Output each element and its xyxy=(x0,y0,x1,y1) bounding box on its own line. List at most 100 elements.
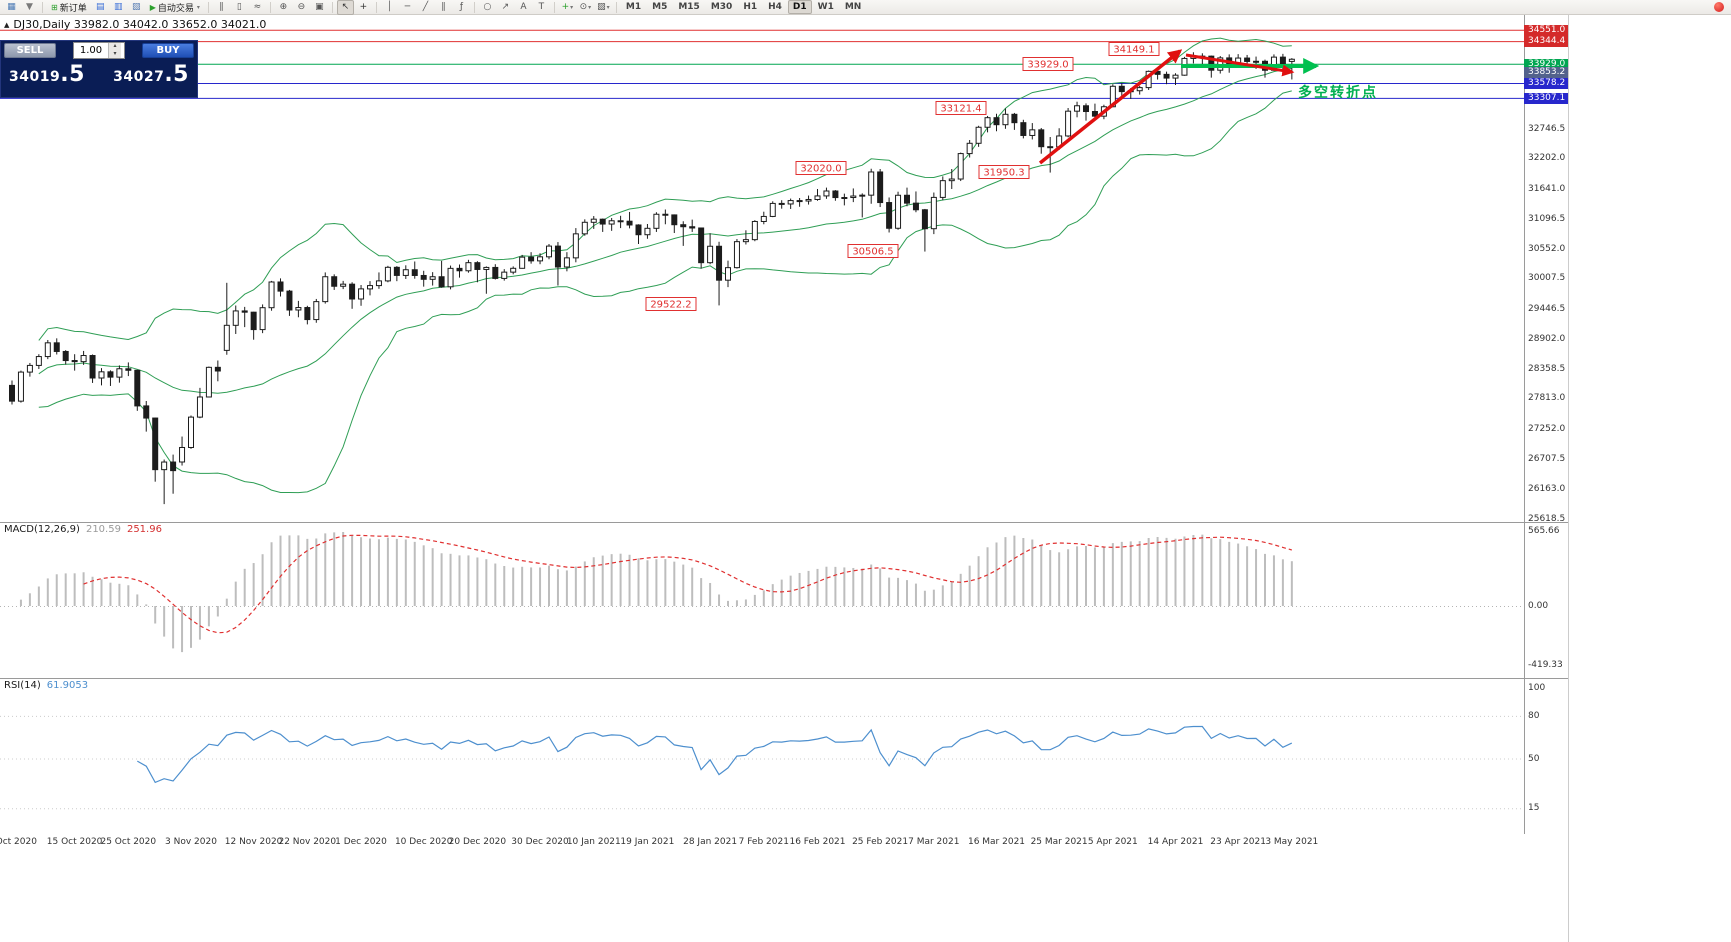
date-label: 28 Jan 2021 xyxy=(683,837,738,847)
date-label: 14 Apr 2021 xyxy=(1147,837,1204,847)
text-tool-icon[interactable]: A xyxy=(520,1,527,12)
macd-signal-value: 251.96 xyxy=(126,524,162,535)
new-order-button[interactable]: ⊞ 新订单 xyxy=(51,2,87,14)
toolbar-separator xyxy=(553,1,555,13)
date-label: 25 Oct 2020 xyxy=(100,837,157,847)
date-label: 16 Feb 2021 xyxy=(789,837,846,847)
zoom-in-icon[interactable]: ⊕ xyxy=(279,1,288,12)
date-label: 16 Mar 2021 xyxy=(967,837,1026,847)
arrow-tool-icon[interactable]: ↗ xyxy=(501,1,510,12)
candles-layer xyxy=(9,52,1295,505)
channel-tool-icon[interactable]: ∥ xyxy=(441,1,446,12)
axis-tick-label: 26163.0 xyxy=(1528,483,1566,494)
price-callout[interactable]: 30506.5 xyxy=(847,244,899,258)
data-window-icon[interactable]: ▥ xyxy=(113,1,123,12)
timeframe-d1[interactable]: D1 xyxy=(787,0,812,14)
rsi-value: 61.9053 xyxy=(46,680,89,691)
fibonacci-tool-icon[interactable]: ƒ xyxy=(459,1,463,12)
new-chart-icon[interactable]: ▦ xyxy=(7,1,16,12)
toolbar-separator xyxy=(269,1,271,13)
buy-button[interactable]: BUY xyxy=(142,43,194,58)
line-chart-mode-icon[interactable]: ≈ xyxy=(253,1,262,12)
crosshair-tool-icon[interactable]: + xyxy=(359,1,368,12)
price-callout[interactable]: 33929.0 xyxy=(1022,57,1074,71)
zoom-out-icon[interactable]: ⊖ xyxy=(297,1,306,12)
volume-box: ▴ ▾ xyxy=(73,42,125,59)
text-label-tool-icon[interactable]: T xyxy=(538,1,545,12)
market-watch-icon[interactable]: ▤ xyxy=(95,1,105,12)
axis-tick-label: -419.33 xyxy=(1528,659,1563,670)
alert-status-icon[interactable] xyxy=(1714,2,1724,12)
bollinger-band-line xyxy=(38,90,1292,494)
price-callout[interactable]: 32020.0 xyxy=(795,161,847,175)
bar-chart-mode-icon[interactable]: ∥ xyxy=(219,1,224,12)
price-callout[interactable]: 34149.1 xyxy=(1108,42,1160,56)
cursor-tool-icon[interactable]: ↖ xyxy=(336,0,354,15)
date-label: 5 Apr 2021 xyxy=(1087,837,1138,847)
timeframe-m15[interactable]: M15 xyxy=(678,2,700,12)
periods-icon[interactable]: ⊙ ▾ xyxy=(579,1,592,12)
axis-tick-label: 31641.0 xyxy=(1528,184,1566,194)
timeframe-m30[interactable]: M30 xyxy=(710,2,733,12)
volume-input[interactable] xyxy=(74,43,108,58)
shapes-tool-icon[interactable]: ○ xyxy=(483,1,492,12)
navigator-icon[interactable]: ▧ xyxy=(131,1,141,12)
templates-icon[interactable]: ▨ ▾ xyxy=(597,1,610,12)
toolbar-separator xyxy=(615,1,617,13)
date-label: 20 Dec 2020 xyxy=(448,837,507,847)
one-click-trading-panel: SELL ▴ ▾ BUY 34019.5 34027.5 xyxy=(0,40,198,98)
price-callout[interactable]: 29522.2 xyxy=(645,297,697,311)
chart-profiles-icon[interactable]: ▼ xyxy=(26,1,33,12)
axis-tick-label: 27813.0 xyxy=(1528,393,1566,404)
macd-label: MACD(12,26,9) 210.59 251.96 xyxy=(4,524,162,535)
price-callout[interactable]: 33121.4 xyxy=(935,101,987,115)
date-label: 25 Mar 2021 xyxy=(1030,837,1088,847)
date-label: 30 Dec 2020 xyxy=(511,837,569,847)
timeframe-m5[interactable]: M5 xyxy=(652,2,668,12)
trend-arrow[interactable] xyxy=(1038,49,1183,165)
date-label: 12 Nov 2020 xyxy=(224,837,283,847)
timeframe-mn[interactable]: MN xyxy=(844,2,862,12)
date-label: 3 Nov 2020 xyxy=(165,837,217,847)
chart-note-text[interactable]: 多空转折点 xyxy=(1298,84,1378,101)
rsi-name: RSI(14) xyxy=(4,680,41,691)
axis-tick-label: 26707.5 xyxy=(1528,453,1566,464)
toolbar-separator xyxy=(42,1,43,13)
date-label: 3 May 2021 xyxy=(1265,837,1319,847)
timeframe-w1[interactable]: W1 xyxy=(817,2,834,12)
candlestick-mode-icon[interactable]: ▯ xyxy=(236,1,242,12)
axis-tick-label: 31096.5 xyxy=(1528,213,1566,224)
vertical-line-tool-icon[interactable]: │ xyxy=(386,1,393,12)
date-label: 6 Oct 2020 xyxy=(0,837,37,847)
volume-decrease-button[interactable]: ▾ xyxy=(109,50,121,58)
axis-tick-label: 80 xyxy=(1528,710,1540,721)
macd-signal-line xyxy=(83,534,1292,634)
price-marker: 33853.2 xyxy=(1524,66,1568,78)
axis-tick-label: 29446.5 xyxy=(1528,304,1566,314)
svg-text:30506.5: 30506.5 xyxy=(852,247,893,258)
timeframe-h1[interactable]: H1 xyxy=(743,2,758,12)
sell-button[interactable]: SELL xyxy=(4,43,56,58)
date-label: 7 Mar 2021 xyxy=(908,837,960,847)
timeframe-m1[interactable]: M1 xyxy=(625,2,642,12)
price-axis[interactable]: 32746.5 32202.0 31641.0 31096.5 30552.0 30007… xyxy=(1524,15,1568,834)
autotrading-button[interactable]: ▶ 自动交易 ▾ xyxy=(149,2,200,14)
price-callout[interactable]: 31950.3 xyxy=(978,165,1030,179)
trend-arrow[interactable] xyxy=(1185,53,1295,77)
timeframe-h4[interactable]: H4 xyxy=(768,2,782,12)
trendline-tool-icon[interactable]: ╱ xyxy=(422,1,429,12)
horizontal-line-tool-icon[interactable]: ─ xyxy=(404,1,411,12)
chart-canvas[interactable]: 34149.1 33929.0 33121.4 32020.0 31950.3 30506… xyxy=(0,15,1568,834)
axis-tick-label: 50 xyxy=(1528,753,1540,764)
svg-text:33121.4: 33121.4 xyxy=(940,104,981,115)
toolbar-separator xyxy=(207,1,209,13)
ask-price: 34027.5 xyxy=(113,62,189,87)
volume-increase-button[interactable]: ▴ xyxy=(109,43,121,51)
tile-windows-icon[interactable]: ▣ xyxy=(315,1,324,12)
price-marker: 34551.0 xyxy=(1524,24,1568,36)
main-toolbar: ▦ ▼ ⊞ 新订单 ▤ ▥ ▧ ▶ 自动交易 ▾ ∥ ▯ ≈ ⊕ ⊖ ▣ ↖ + │ ─ ╱ ∥ ƒ ○ ↗ A T + ▾ ⊙ ▾ ▨ ▾ M1… xyxy=(0,0,1731,15)
analyst-annotations: 34149.1 33929.0 33121.4 32020.0 31950.3 30506… xyxy=(645,42,1378,311)
indicators-icon[interactable]: + ▾ xyxy=(561,1,574,12)
